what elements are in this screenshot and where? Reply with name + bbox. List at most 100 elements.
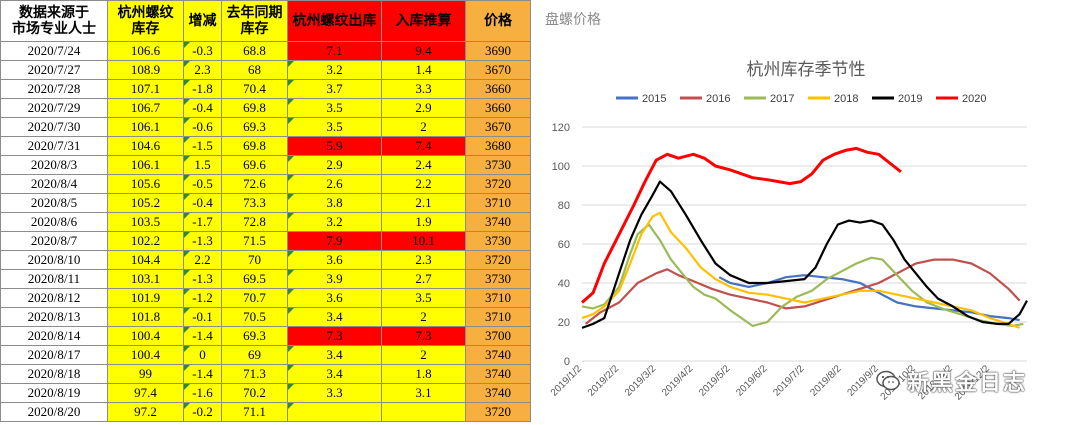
cell-inbound[interactable]: 2.9 (381, 98, 466, 118)
cell-inbound[interactable]: 1.4 (381, 60, 466, 80)
cell-outbound[interactable]: 3.4 (287, 364, 382, 384)
cell-date[interactable]: 2020/8/20 (0, 402, 108, 422)
cell-price[interactable]: 3670 (465, 117, 531, 137)
cell-change[interactable]: -1.6 (183, 383, 222, 403)
cell-inventory[interactable]: 101.8 (107, 307, 184, 327)
cell-date[interactable]: 2020/8/5 (0, 193, 108, 213)
cell-date[interactable]: 2020/7/29 (0, 98, 108, 118)
cell-inbound[interactable]: 3.1 (381, 383, 466, 403)
cell-last-year[interactable]: 69.5 (221, 269, 288, 289)
cell-inventory[interactable]: 100.4 (107, 326, 184, 346)
cell-change[interactable]: -1.2 (183, 288, 222, 308)
cell-date[interactable]: 2020/8/11 (0, 269, 108, 289)
cell-inventory[interactable]: 105.2 (107, 193, 184, 213)
cell-inbound[interactable]: 3.3 (381, 79, 466, 99)
header-change[interactable]: 增减 (183, 0, 222, 42)
cell-last-year[interactable]: 69.6 (221, 155, 288, 175)
cell-inbound[interactable]: 2.7 (381, 269, 466, 289)
cell-change[interactable]: -0.5 (183, 174, 222, 194)
header-price[interactable]: 价格 (465, 0, 531, 42)
cell-inventory[interactable]: 104.6 (107, 136, 184, 156)
cell-price[interactable]: 3740 (465, 212, 531, 232)
header-inbound[interactable]: 入库推算 (381, 0, 466, 42)
cell-inbound[interactable]: 10.1 (381, 231, 466, 251)
cell-last-year[interactable]: 73.3 (221, 193, 288, 213)
cell-change[interactable]: -0.6 (183, 117, 222, 137)
cell-date[interactable]: 2020/7/28 (0, 79, 108, 99)
cell-price[interactable]: 3660 (465, 79, 531, 99)
cell-inbound[interactable]: 2 (381, 117, 466, 137)
cell-last-year[interactable]: 68 (221, 60, 288, 80)
cell-inventory[interactable]: 106.1 (107, 155, 184, 175)
cell-price[interactable]: 3720 (465, 250, 531, 270)
cell-last-year[interactable]: 70.2 (221, 383, 288, 403)
cell-date[interactable]: 2020/8/7 (0, 231, 108, 251)
cell-price[interactable]: 3730 (465, 231, 531, 251)
cell-change[interactable]: -1.7 (183, 212, 222, 232)
cell-date[interactable]: 2020/7/24 (0, 41, 108, 61)
cell-change[interactable]: 2.2 (183, 250, 222, 270)
cell-price[interactable]: 3730 (465, 155, 531, 175)
cell-outbound[interactable]: 7.3 (287, 326, 382, 346)
cell-date[interactable]: 2020/8/17 (0, 345, 108, 365)
cell-price[interactable]: 3730 (465, 269, 531, 289)
cell-inventory[interactable]: 105.6 (107, 174, 184, 194)
cell-last-year[interactable]: 71.5 (221, 231, 288, 251)
cell-price[interactable]: 3740 (465, 345, 531, 365)
cell-inventory[interactable]: 103.1 (107, 269, 184, 289)
cell-date[interactable]: 2020/8/3 (0, 155, 108, 175)
cell-change[interactable]: -1.8 (183, 79, 222, 99)
cell-last-year[interactable]: 72.8 (221, 212, 288, 232)
cell-price[interactable]: 3720 (465, 174, 531, 194)
cell-outbound[interactable]: 7.1 (287, 41, 382, 61)
cell-change[interactable]: -0.4 (183, 98, 222, 118)
cell-inbound[interactable]: 1.9 (381, 212, 466, 232)
cell-last-year[interactable]: 69.3 (221, 117, 288, 137)
cell-inventory[interactable]: 99 (107, 364, 184, 384)
cell-inbound[interactable]: 9.4 (381, 41, 466, 61)
cell-date[interactable]: 2020/7/27 (0, 60, 108, 80)
cell-change[interactable]: -0.1 (183, 307, 222, 327)
cell-inventory[interactable]: 108.9 (107, 60, 184, 80)
cell-price[interactable]: 3710 (465, 193, 531, 213)
cell-date[interactable]: 2020/8/10 (0, 250, 108, 270)
cell-price[interactable]: 3680 (465, 136, 531, 156)
cell-date[interactable]: 2020/8/18 (0, 364, 108, 384)
cell-inventory[interactable]: 97.4 (107, 383, 184, 403)
cell-date[interactable]: 2020/8/12 (0, 288, 108, 308)
cell-price[interactable]: 3710 (465, 307, 531, 327)
cell-inventory[interactable]: 106.6 (107, 41, 184, 61)
header-outbound[interactable]: 杭州螺纹出库 (287, 0, 382, 42)
cell-price[interactable]: 3710 (465, 288, 531, 308)
cell-last-year[interactable]: 70.7 (221, 288, 288, 308)
cell-date[interactable]: 2020/7/31 (0, 136, 108, 156)
cell-last-year[interactable]: 70.5 (221, 307, 288, 327)
cell-change[interactable]: 2.3 (183, 60, 222, 80)
cell-outbound[interactable]: 3.6 (287, 288, 382, 308)
cell-last-year[interactable]: 69.8 (221, 136, 288, 156)
cell-inbound[interactable] (381, 402, 466, 422)
cell-inventory[interactable]: 102.2 (107, 231, 184, 251)
cell-price[interactable]: 3690 (465, 41, 531, 61)
cell-last-year[interactable]: 70 (221, 250, 288, 270)
cell-change[interactable]: -0.2 (183, 402, 222, 422)
cell-change[interactable]: -1.5 (183, 136, 222, 156)
cell-last-year[interactable]: 69 (221, 345, 288, 365)
cell-inventory[interactable]: 100.4 (107, 345, 184, 365)
cell-outbound[interactable]: 3.5 (287, 117, 382, 137)
cell-outbound[interactable]: 3.5 (287, 98, 382, 118)
cell-outbound[interactable]: 2.9 (287, 155, 382, 175)
cell-date[interactable]: 2020/8/6 (0, 212, 108, 232)
cell-inventory[interactable]: 106.1 (107, 117, 184, 137)
cell-change[interactable]: -1.4 (183, 326, 222, 346)
cell-last-year[interactable]: 71.3 (221, 364, 288, 384)
cell-last-year[interactable]: 69.8 (221, 98, 288, 118)
cell-inventory[interactable]: 101.9 (107, 288, 184, 308)
header-inventory[interactable]: 杭州螺纹 库存 (107, 0, 184, 42)
cell-change[interactable]: -1.4 (183, 364, 222, 384)
cell-last-year[interactable]: 72.6 (221, 174, 288, 194)
header-coil-price[interactable]: 盘螺价格 (545, 12, 601, 28)
cell-outbound[interactable]: 3.8 (287, 193, 382, 213)
cell-change[interactable]: -0.3 (183, 41, 222, 61)
cell-price[interactable]: 3740 (465, 383, 531, 403)
